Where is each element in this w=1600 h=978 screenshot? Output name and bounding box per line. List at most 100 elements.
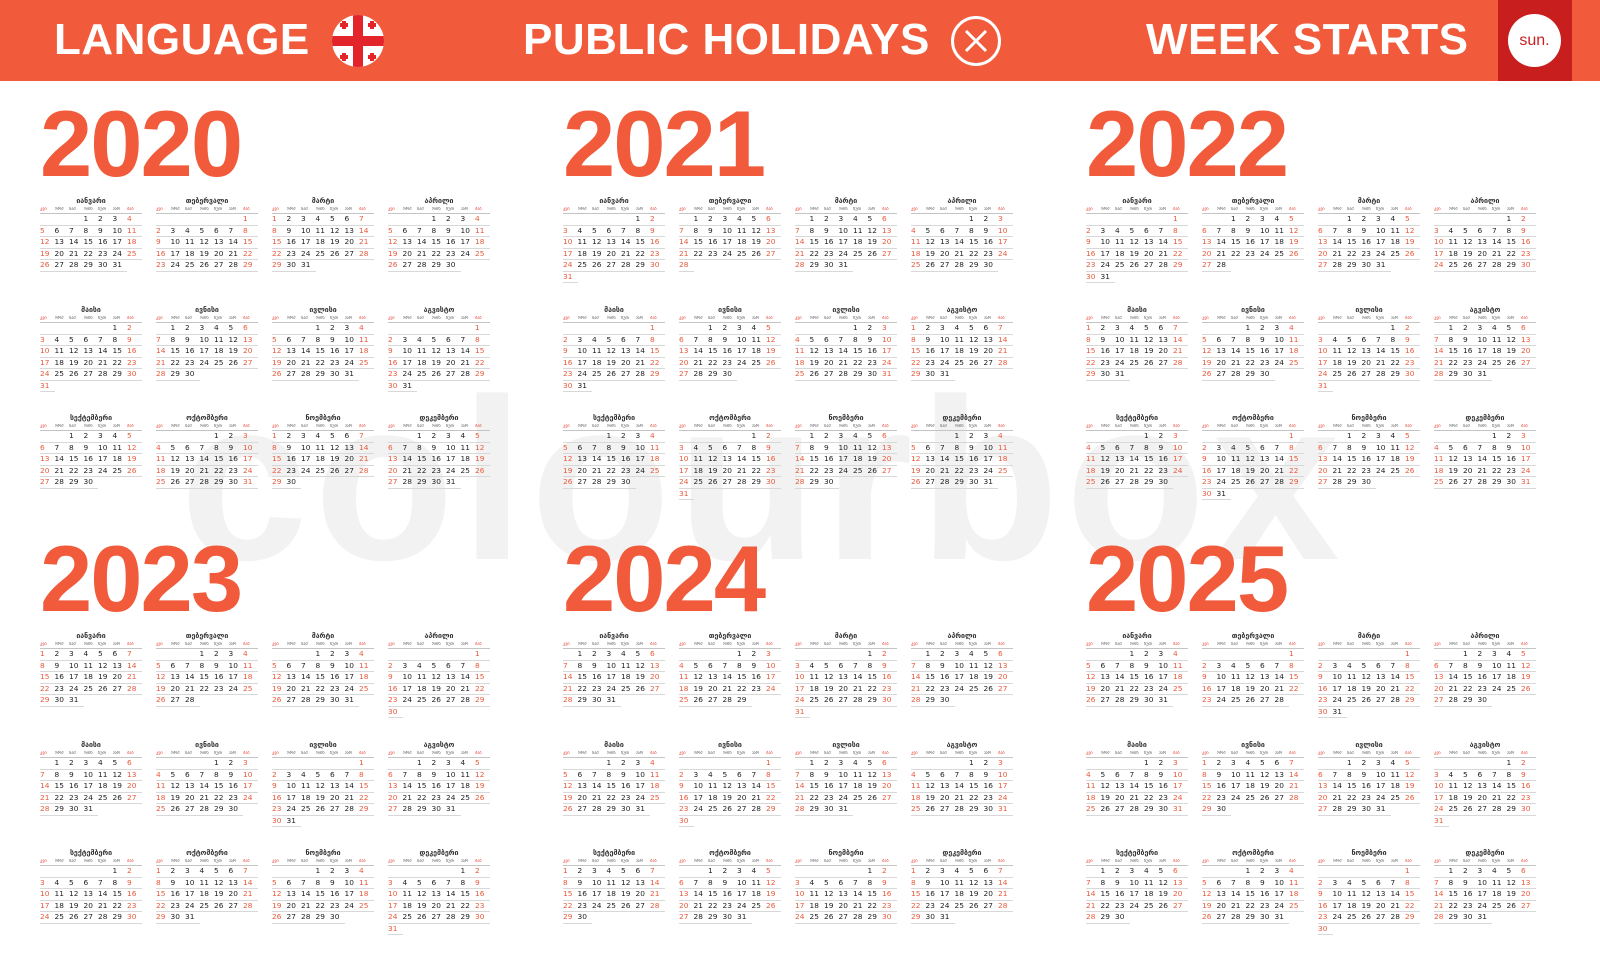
empty-day-cell: [185, 758, 200, 770]
day-cell: 24: [446, 793, 461, 804]
day-cell: 30: [1144, 695, 1159, 707]
month-name: მაისი: [604, 741, 624, 749]
day-cell: 13: [650, 661, 665, 672]
day-cell: 27: [1216, 912, 1231, 924]
day-cell: 21: [301, 901, 316, 912]
month-grid: კვი ორშ სამ ოთხ ხუთ პარ შაბ 1 2 3 4 5 6 7 8 9 10 11 12 13 14…: [679, 424, 781, 500]
day-cell: 26: [563, 477, 578, 489]
day-cell: 31: [838, 260, 853, 272]
close-circle-icon[interactable]: [951, 16, 1001, 66]
day-cell: 4: [417, 335, 432, 346]
day-cell: 22: [1347, 249, 1362, 260]
day-cell: 3: [402, 661, 417, 672]
day-cell: 14: [1434, 346, 1449, 358]
weekday-header: ორშ: [693, 316, 708, 323]
weekday-header: ოთხ: [83, 207, 98, 214]
day-cell: 27: [925, 477, 940, 489]
empty-day-cell: [402, 323, 417, 335]
day-cell: 25: [969, 684, 984, 695]
day-cell: 12: [563, 454, 578, 466]
day-cell: 30: [621, 804, 636, 816]
weekday-header: ხუთ: [1376, 751, 1391, 758]
month-5: მაისი კვი ორშ სამ ოთხ ხუთ პარ შაბ 1 2 3 4 5 6 7 8 9 10 11 1…: [1086, 741, 1188, 816]
weekday-header: სამ: [1463, 642, 1478, 649]
day-cell: 7: [954, 226, 969, 237]
day-cell: 5: [330, 214, 345, 226]
day-cell: 27: [983, 358, 998, 369]
day-cell: 10: [40, 889, 55, 901]
day-cell: 1: [1448, 866, 1463, 878]
day-cell: 17: [228, 672, 243, 684]
day-cell: 17: [1376, 454, 1391, 466]
day-cell: 25: [1390, 793, 1405, 804]
day-cell: 2: [127, 323, 142, 335]
day-cell: 24: [1492, 684, 1507, 695]
day-cell: 8: [766, 770, 781, 781]
empty-day-cell: [1231, 866, 1246, 878]
day-cell: 12: [69, 346, 84, 358]
day-cell: 12: [1506, 335, 1521, 346]
day-cell: 8: [417, 770, 432, 781]
day-cell: 13: [925, 454, 940, 466]
month-grid: კვი ორშ სამ ოთხ ხუთ პარ შაბ 1 2 3 4 5 6 7 8 9 10 11 12 13 14…: [563, 859, 665, 924]
day-cell: 13: [1477, 237, 1492, 249]
day-cell: 12: [693, 672, 708, 684]
empty-day-cell: [809, 323, 824, 335]
day-cell: 1: [315, 649, 330, 661]
day-cell: 1: [606, 431, 621, 443]
day-cell: 6: [1434, 661, 1449, 672]
weekday-header: სამ: [185, 859, 200, 866]
empty-day-cell: [795, 866, 810, 878]
empty-day-cell: [301, 649, 316, 661]
day-cell: 15: [708, 346, 723, 358]
weekday-header: ხუთ: [98, 859, 113, 866]
day-cell: 24: [1434, 260, 1449, 272]
day-cell: 30: [1260, 369, 1275, 381]
day-cell: 25: [751, 358, 766, 369]
weekday-header: შაბ: [475, 316, 490, 323]
day-cell: 2: [170, 866, 185, 878]
day-cell: 21: [954, 793, 969, 804]
day-cell: 28: [1216, 260, 1231, 272]
day-cell: 31: [446, 477, 461, 489]
day-cell: 8: [1405, 661, 1420, 672]
day-cell: 9: [330, 335, 345, 346]
day-cell: 28: [853, 695, 868, 707]
day-cell: 19: [1260, 781, 1275, 793]
empty-day-cell: [1332, 323, 1347, 335]
week-start-value[interactable]: sun.: [1508, 14, 1561, 67]
day-cell: 16: [330, 672, 345, 684]
day-cell: 27: [1318, 804, 1333, 816]
day-cell: 16: [286, 454, 301, 466]
day-cell: 9: [563, 346, 578, 358]
day-cell: 27: [1100, 695, 1115, 707]
day-cell: 25: [1448, 260, 1463, 272]
empty-day-cell: [1448, 214, 1463, 226]
day-cell: 23: [722, 358, 737, 369]
day-cell: 19: [867, 237, 882, 249]
weekday-header: პარ: [228, 207, 243, 214]
empty-day-cell: [170, 649, 185, 661]
empty-day-cell: [577, 758, 592, 770]
day-cell: 18: [1274, 237, 1289, 249]
weekday-header: კვი: [1318, 316, 1333, 323]
week-start-box[interactable]: sun.: [1498, 0, 1572, 81]
day-cell: 22: [170, 358, 185, 369]
weekday-header: პარ: [867, 424, 882, 431]
day-cell: 4: [243, 649, 258, 661]
empty-day-cell: [1216, 649, 1231, 661]
month-name: ივლისი: [832, 741, 860, 749]
weekday-header: სამ: [708, 751, 723, 758]
georgia-flag-icon[interactable]: [332, 15, 384, 67]
day-cell: 4: [1086, 443, 1101, 454]
month-11: ნოემბერი კვი ორშ სამ ოთხ ხუთ პარ შაბ 1 2 3 4 5 6 7 8 9 10…: [1318, 849, 1420, 935]
empty-day-cell: [795, 758, 810, 770]
empty-day-cell: [170, 431, 185, 443]
day-cell: 30: [577, 912, 592, 924]
day-cell: 9: [127, 335, 142, 346]
day-cell: 1: [359, 758, 374, 770]
empty-day-cell: [722, 758, 737, 770]
day-cell: 17: [112, 237, 127, 249]
day-cell: 23: [1202, 695, 1217, 707]
weekday-header: ორშ: [1100, 207, 1115, 214]
